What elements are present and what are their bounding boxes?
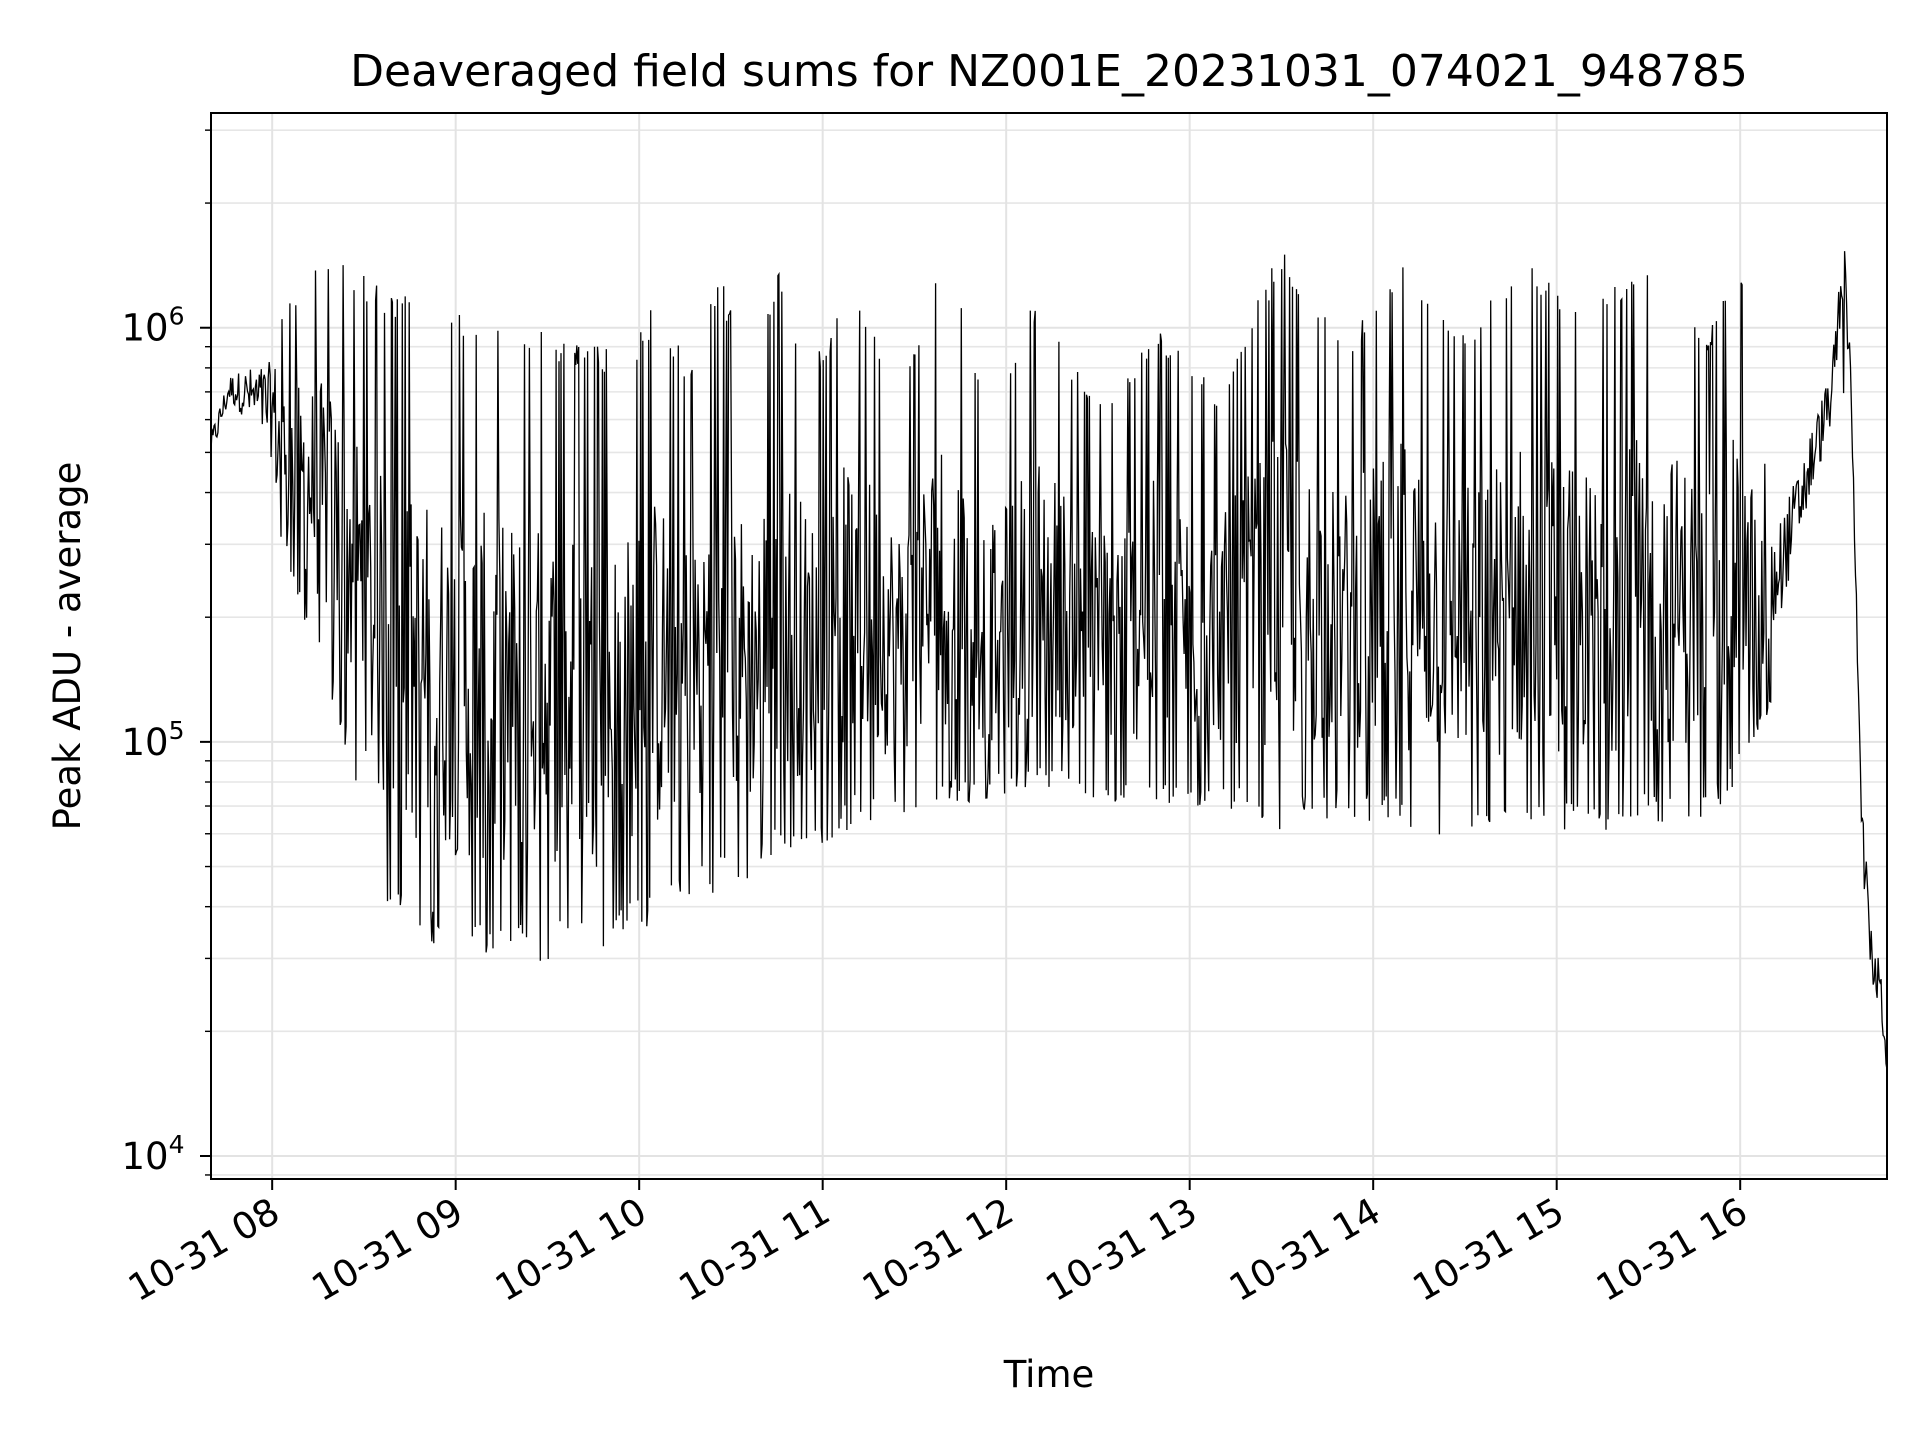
y-tick-label: 104 [122, 1130, 185, 1178]
y-tick-label: 106 [122, 302, 185, 350]
chart-title: Deaveraged field sums for NZ001E_2023103… [350, 46, 1748, 97]
x-axis-label: Time [1003, 1353, 1095, 1396]
plot-frame [210, 112, 1888, 1180]
data-series [211, 251, 1887, 1070]
y-axis-label: Peak ADU - average [46, 462, 89, 831]
series-line [211, 251, 1887, 1070]
y-tick-label: 105 [122, 716, 185, 764]
